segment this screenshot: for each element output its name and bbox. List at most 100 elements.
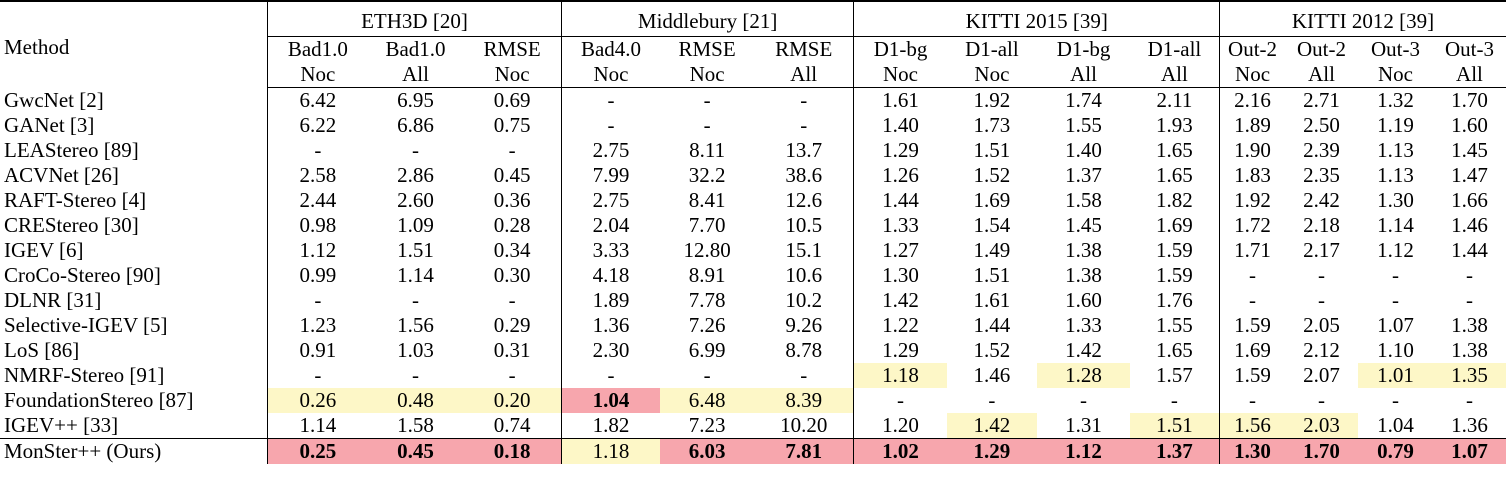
metric-value: - — [560, 113, 661, 138]
metric-value: 0.45 — [367, 438, 464, 464]
metric-header: D1-bg — [1056, 37, 1111, 61]
metric-value: 2.11 — [1156, 88, 1193, 112]
metric-value: 1.58 — [1065, 188, 1102, 212]
metric-value: 1.28 — [1037, 363, 1130, 388]
metric-value: 1.04 — [1357, 413, 1433, 439]
metric-value: 10.6 — [785, 263, 823, 287]
metric-value: - — [1465, 288, 1473, 312]
table-row: RAFT-Stereo [4] 2.44 2.60 0.36 2.75 8.41 12.6 1… — [0, 188, 1506, 213]
metric-value: 2.16 — [1218, 87, 1286, 113]
metric-value: 1.74 — [1065, 88, 1102, 112]
metric-value: 6.95 — [397, 88, 434, 112]
metric-value: 1.40 — [853, 113, 947, 138]
metric-value: 1.03 — [397, 338, 434, 362]
metric-value: 1.54 — [973, 213, 1011, 237]
metric-value: 2.18 — [1303, 213, 1340, 237]
metric-value: 0.79 — [1357, 438, 1433, 464]
subset-header: Noc — [853, 62, 947, 88]
metric-value: 0.74 — [463, 413, 562, 439]
metric-value: 1.18 — [853, 363, 947, 388]
header-group-row: Method ETH3D [20] Middlebury [21] KITTI 201… — [0, 0, 1506, 88]
metric-value: 7.70 — [688, 213, 726, 237]
metric-value: 1.83 — [1218, 163, 1286, 188]
metric-value: 8.11 — [689, 138, 726, 162]
metric-header: D1-bg — [853, 36, 947, 62]
metric-value: 2.35 — [1303, 163, 1340, 187]
metric-value: 12.80 — [683, 238, 731, 262]
metric-value: 1.38 — [1451, 338, 1488, 362]
metric-value: - — [988, 388, 996, 412]
metric-header: D1-all — [1147, 37, 1202, 61]
metric-value: 1.61 — [853, 87, 947, 113]
metric-value: - — [1391, 263, 1399, 287]
subset-header: Noc — [946, 62, 1038, 88]
metric-value: 1.36 — [1432, 413, 1506, 439]
method-name: IGEV++ [33] — [0, 413, 268, 439]
subset-header: Noc — [463, 62, 562, 88]
metric-value: 1.92 — [1218, 188, 1286, 213]
metric-value: 1.69 — [1218, 338, 1286, 363]
metric-value: 1.46 — [1451, 213, 1488, 237]
metric-value: 1.30 — [1377, 188, 1414, 212]
method-name: CroCo-Stereo [90] — [4, 263, 161, 287]
metric-value: 1.89 — [1218, 113, 1286, 138]
table-row: GwcNet [2] 6.42 6.95 0.69 - - - 1.61 1.92 1.74 2.1… — [0, 87, 1506, 113]
metric-header: Out-3 — [1370, 37, 1420, 61]
metric-header: RMSE — [678, 37, 736, 61]
metric-value: 1.44 — [1451, 238, 1488, 262]
metric-value: 1.93 — [1156, 113, 1193, 137]
metric-value: 0.99 — [267, 263, 368, 288]
metric-value: 1.23 — [267, 313, 368, 338]
metric-value: 2.75 — [560, 188, 661, 213]
metric-value: 32.2 — [688, 163, 726, 187]
metric-value: 1.59 — [1156, 263, 1193, 287]
metric-value: 2.58 — [267, 163, 368, 188]
metric-value: 0.91 — [267, 338, 368, 363]
dataset-group-header: KITTI 2015 [39] — [853, 0, 1220, 37]
metric-value: - — [1391, 288, 1399, 312]
table-row: DLNR [31] - - - 1.89 7.78 10.2 1.42 1.61 1.60 1.76… — [0, 288, 1506, 313]
metric-value: 1.66 — [1451, 188, 1488, 212]
metric-header: D1-all — [965, 37, 1019, 61]
table-row: LoS [86] 0.91 1.03 0.31 2.30 6.99 8.78 1.29 1.52… — [0, 338, 1506, 363]
metric-value: 2.50 — [1303, 113, 1340, 137]
metric-value: 1.19 — [1377, 113, 1414, 137]
metric-value: - — [1318, 263, 1326, 287]
metric-value: 0.20 — [463, 388, 562, 413]
metric-value: 0.36 — [493, 188, 531, 212]
table-row: CREStereo [30] 0.98 1.09 0.28 2.04 7.70 10.5 1.… — [0, 213, 1506, 238]
metric-value: - — [1218, 388, 1286, 413]
metric-value: 7.99 — [560, 163, 661, 188]
metric-value: 1.51 — [1129, 413, 1220, 439]
metric-value: 1.52 — [973, 163, 1011, 187]
metric-value: 1.59 — [1156, 238, 1193, 262]
metric-value: 1.59 — [1218, 363, 1286, 388]
metric-value: 1.55 — [1156, 313, 1193, 337]
method-name: NMRF-Stereo [91] — [4, 363, 165, 387]
metric-value: 0.26 — [267, 388, 368, 413]
metric-value: 0.31 — [493, 338, 531, 362]
metric-value: 1.29 — [946, 438, 1038, 464]
metric-value: 10.2 — [785, 288, 823, 312]
metric-value: 1.07 — [1432, 438, 1506, 464]
metric-value: 1.09 — [397, 213, 434, 237]
metric-value: 8.78 — [785, 338, 823, 362]
metric-value: 1.37 — [1065, 163, 1102, 187]
metric-value: 1.04 — [560, 388, 661, 413]
metric-value: 1.58 — [367, 413, 464, 439]
table-row: NMRF-Stereo [91] - - - - - - 1.18 1.46 1.28 1.57 1.… — [0, 363, 1506, 388]
metric-value: 1.13 — [1377, 163, 1414, 187]
metric-value: 1.51 — [973, 138, 1011, 162]
metric-value: 6.48 — [660, 388, 754, 413]
metric-value: 15.1 — [785, 238, 823, 262]
metric-value: 2.44 — [267, 188, 368, 213]
metric-value: 1.12 — [1377, 238, 1414, 262]
metric-value: 1.57 — [1156, 363, 1193, 387]
metric-value: 0.34 — [493, 238, 531, 262]
metric-value: 1.45 — [1065, 213, 1102, 237]
header-subset-row: Noc All Noc Noc Noc All Noc Noc All All Noc All Noc A… — [0, 62, 1506, 88]
metric-value: 1.42 — [1065, 338, 1102, 362]
metric-value: 1.10 — [1377, 338, 1414, 362]
method-name: DLNR [31] — [4, 288, 102, 312]
metric-value: 1.38 — [1065, 238, 1102, 262]
